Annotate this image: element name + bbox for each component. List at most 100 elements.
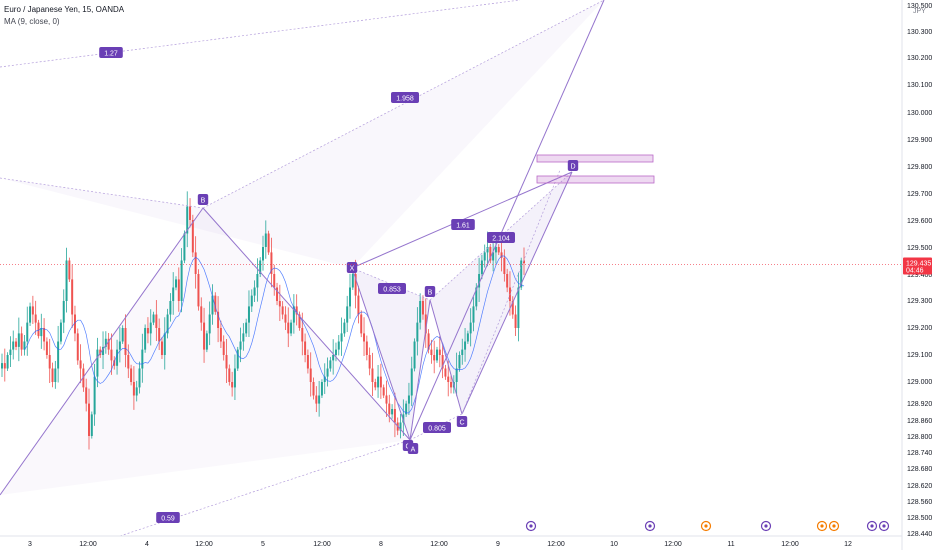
- candle-body: [219, 328, 222, 342]
- candle-body: [469, 322, 472, 334]
- candle: [68, 257, 71, 282]
- candle: [43, 318, 46, 351]
- candle: [461, 338, 464, 365]
- candle: [40, 313, 43, 349]
- candle: [523, 247, 525, 275]
- candle-body: [62, 301, 65, 323]
- candle-body: [113, 360, 116, 366]
- candle-body: [228, 368, 231, 382]
- candle: [180, 248, 183, 313]
- outer-ratio-label-bg: [391, 92, 419, 103]
- event-marker-icon[interactable]: [828, 520, 840, 532]
- candle-body: [371, 368, 374, 382]
- event-marker-icon[interactable]: [866, 520, 878, 532]
- candle-body: [121, 328, 124, 342]
- chart-legend: Euro / Japanese Yen, 15, OANDA MA (9, cl…: [4, 4, 124, 28]
- harmonic-pattern-lines: [0, 0, 655, 537]
- candle-body: [511, 301, 514, 315]
- candle-body: [189, 206, 192, 220]
- candle: [416, 307, 419, 356]
- candle: [1, 353, 3, 378]
- candle: [26, 306, 29, 356]
- price-tick-label: 128.620: [907, 483, 932, 490]
- outer-pattern-ratio-line: [119, 439, 411, 537]
- indicator-title[interactable]: MA (9, close, 0): [4, 17, 60, 26]
- time-tick-label: 5: [261, 541, 265, 548]
- candle-body: [15, 341, 18, 347]
- candle-body: [169, 301, 172, 315]
- event-marker-icon[interactable]: [816, 520, 828, 532]
- price-tick-label: 129.800: [907, 164, 932, 171]
- point-label-bg: [197, 194, 209, 205]
- candle: [73, 305, 76, 342]
- point-label-bg: [424, 286, 436, 297]
- candle: [464, 328, 467, 362]
- ratio-label: 2.104: [492, 236, 510, 243]
- candle: [284, 306, 287, 331]
- symbol-title[interactable]: Euro / Japanese Yen, 15, OANDA: [4, 5, 125, 14]
- candle-body: [374, 382, 377, 388]
- candle: [231, 371, 234, 397]
- candle-body: [323, 376, 326, 382]
- candle-body: [253, 287, 256, 296]
- candle-body: [290, 322, 293, 334]
- price-tick-label: 129.000: [907, 379, 932, 386]
- candle-body: [433, 355, 436, 361]
- candle: [15, 337, 18, 351]
- candle: [253, 280, 256, 303]
- candle-body: [337, 341, 340, 350]
- outer-pattern-leg: [202, 207, 411, 441]
- candle: [93, 363, 96, 426]
- time-tick-label: 12:00: [430, 541, 448, 548]
- candle: [332, 339, 335, 375]
- outer-pattern-fill: [0, 208, 410, 495]
- price-tick-label: 130.100: [907, 82, 932, 89]
- event-marker-icon[interactable]: [760, 520, 772, 532]
- outer-pattern-fill: [0, 178, 352, 268]
- candle: [421, 295, 424, 320]
- outer-pattern-leg: [409, 0, 605, 441]
- candle: [388, 394, 391, 423]
- candle: [214, 292, 217, 315]
- candle: [517, 272, 520, 342]
- candle-body: [130, 368, 133, 382]
- candle: [107, 332, 110, 355]
- candle-body: [523, 260, 525, 264]
- candle: [306, 349, 309, 374]
- candle: [405, 400, 408, 418]
- price-tick-label: 128.560: [907, 499, 932, 506]
- candle: [158, 318, 161, 351]
- candle: [160, 337, 163, 359]
- price-tick-label: 129.100: [907, 352, 932, 359]
- ratio-label-bg: [451, 219, 475, 230]
- candle: [337, 335, 340, 356]
- xabcd-leg: [409, 299, 431, 441]
- candle-body: [334, 349, 337, 355]
- price-tick-label: 129.200: [907, 325, 932, 332]
- candle-body: [217, 311, 220, 328]
- candle: [363, 317, 366, 356]
- event-marker-icon[interactable]: [700, 520, 712, 532]
- candle: [127, 344, 130, 379]
- price-tick-label: 130.200: [907, 55, 932, 62]
- candle-body: [45, 341, 48, 355]
- candle-body: [447, 376, 450, 382]
- candle: [186, 191, 189, 248]
- candle: [12, 330, 15, 360]
- candle-body: [278, 301, 281, 307]
- candle-body: [211, 295, 214, 315]
- candle-body: [273, 274, 276, 288]
- candle: [29, 302, 32, 326]
- candle-body: [301, 328, 304, 342]
- candle: [276, 282, 279, 306]
- d-zone-upper: [536, 154, 654, 163]
- candle: [419, 293, 422, 330]
- candle-body: [110, 349, 113, 361]
- candle: [385, 380, 388, 418]
- event-marker-icon[interactable]: [525, 520, 537, 532]
- event-marker-icon[interactable]: [878, 520, 890, 532]
- xabcd-leg: [429, 299, 463, 415]
- event-marker-icon[interactable]: [644, 520, 656, 532]
- candle: [270, 237, 273, 288]
